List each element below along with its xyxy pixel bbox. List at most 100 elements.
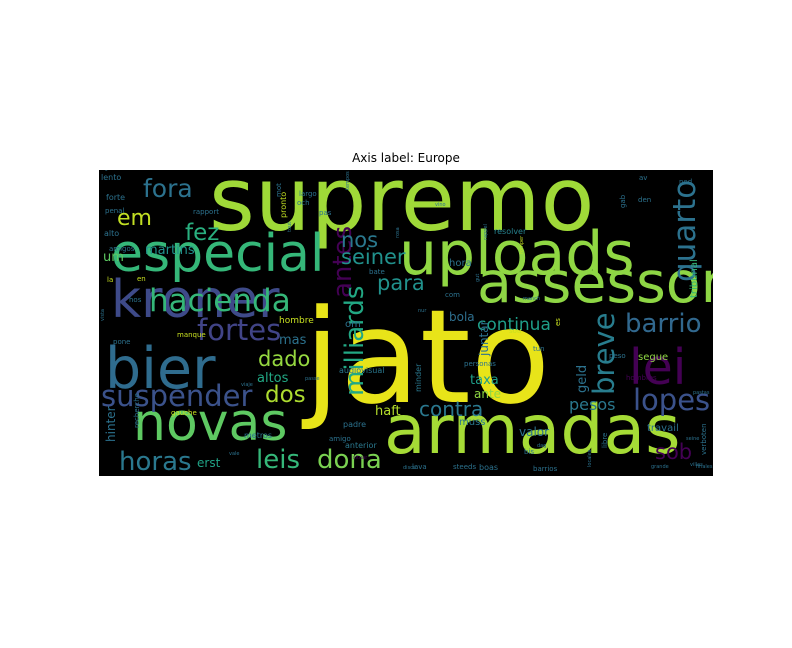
word-barrios: barrios	[533, 465, 558, 473]
word-audiovisual: audiovisual	[339, 366, 385, 375]
word-boas: boas	[479, 463, 498, 472]
word-segue: segue	[638, 352, 668, 363]
word-vino: vino	[435, 202, 446, 208]
word-pas: pas	[319, 209, 332, 217]
word-tribunal: tribunal	[689, 259, 700, 298]
word-rapport: rapport	[193, 208, 219, 216]
word-dado: dado	[258, 347, 310, 371]
word-horas: horas	[119, 447, 192, 476]
word-recherche: recherche	[133, 393, 141, 428]
word-passe: passe	[305, 376, 320, 382]
word-hora: hora	[449, 258, 472, 269]
word-hacienda: hacienda	[149, 283, 291, 319]
word-la: la	[107, 276, 113, 284]
word-antes: antes	[328, 226, 358, 298]
word-om: om	[345, 319, 361, 330]
word-quarto: quarto	[667, 180, 703, 282]
word-bis: bis	[524, 448, 534, 456]
word-dag: dag	[537, 443, 546, 449]
word-contra: contra	[419, 397, 483, 421]
word-es: es	[554, 318, 562, 326]
word-fora: fora	[143, 174, 193, 203]
word-juntar: juntar	[477, 320, 491, 357]
word-en: en	[137, 275, 146, 283]
word-para: para	[377, 271, 425, 295]
word-penal: penal	[105, 207, 124, 215]
word-gauche: gauche	[171, 409, 197, 417]
word-personas: personas	[464, 360, 496, 368]
word-hos: hos	[129, 296, 142, 304]
word-amigos: amigos	[109, 245, 135, 253]
word-canal: canal	[99, 170, 112, 172]
word-pastas: pastas	[693, 390, 710, 396]
word-vale: vale	[229, 451, 240, 457]
word-assessor: assessor	[477, 250, 713, 316]
word-breve: breve	[587, 312, 621, 395]
word-travail: travail	[647, 423, 679, 434]
chart-title: Axis label: Europe	[352, 151, 460, 165]
word-hombres: hombres	[626, 374, 657, 382]
word-em: em	[117, 206, 152, 231]
word-minder: minder	[414, 363, 423, 392]
word-finales: finales	[696, 464, 713, 470]
word-taxa: taxa	[470, 373, 499, 388]
word-ned: ned	[679, 178, 692, 186]
word-amigo: amigo	[329, 435, 351, 443]
word-manch: manch	[523, 296, 540, 302]
word-libre: libre	[601, 433, 609, 448]
word-uploads: uploads	[399, 219, 635, 289]
word-barrio: barrio	[625, 309, 702, 339]
word-rosa: rosa	[395, 227, 401, 238]
word-anterior: anterior	[345, 441, 377, 450]
word-nos: nos	[341, 228, 378, 252]
word-den: den	[638, 196, 651, 204]
word-nur: nur	[418, 308, 427, 314]
word-tempos: tempos	[345, 171, 351, 190]
word-com: com	[445, 291, 460, 299]
word-viaje: viaje	[241, 382, 253, 388]
word-largo: largo	[299, 190, 317, 198]
word-bola: bola	[449, 310, 475, 324]
word-leis: leis	[256, 445, 300, 475]
word-manque: manque	[177, 331, 206, 339]
word-cloud: jatosupremoarmadasuploadsassessorbieresp…	[99, 170, 713, 476]
word-peso: peso	[609, 352, 626, 360]
word-altos: altos	[257, 371, 289, 386]
word-gut: gut	[475, 274, 481, 282]
word-sob: sob	[655, 440, 692, 464]
word-hinter: hinter	[104, 406, 118, 442]
word-fez: fez	[185, 220, 219, 246]
word-pone: pone	[113, 338, 130, 346]
word-romper: romper	[519, 235, 525, 254]
word-especial: especial	[111, 224, 324, 284]
word-situar: situar	[353, 455, 368, 461]
word-novas: novas	[133, 393, 288, 453]
word-kroner: kroner	[111, 270, 280, 330]
word-disco: disco	[403, 465, 416, 471]
word-rappel: rappel	[483, 224, 489, 240]
word-gab: gab	[619, 194, 627, 208]
word-dos: dos	[265, 382, 306, 408]
word-tun: tun	[533, 345, 545, 353]
word-seiner: seiner	[341, 245, 406, 269]
word-jato: jato	[301, 281, 550, 433]
word-um: um	[103, 250, 124, 265]
word-tout: tout	[287, 222, 293, 232]
word-hombre: hombre	[279, 316, 314, 326]
word-locales: locales	[587, 449, 593, 467]
word-metros: metros	[244, 431, 272, 440]
word-seine: seine	[686, 436, 699, 442]
word-continua: continua	[477, 315, 551, 335]
word-villas: villas	[690, 462, 703, 468]
word-milliards: milliards	[340, 286, 370, 396]
word-valor: valor	[519, 425, 549, 439]
word-mot: mot	[275, 183, 283, 197]
word-ante: ante	[474, 387, 501, 401]
word-lento: lento	[101, 173, 121, 182]
word-forte: forte	[106, 193, 125, 202]
word-grande: grande	[651, 464, 669, 470]
word-suspender: suspender	[101, 379, 252, 413]
word-haft: haft	[375, 404, 401, 419]
word-martins: martins	[145, 243, 195, 258]
word-lava: lava	[412, 463, 427, 471]
